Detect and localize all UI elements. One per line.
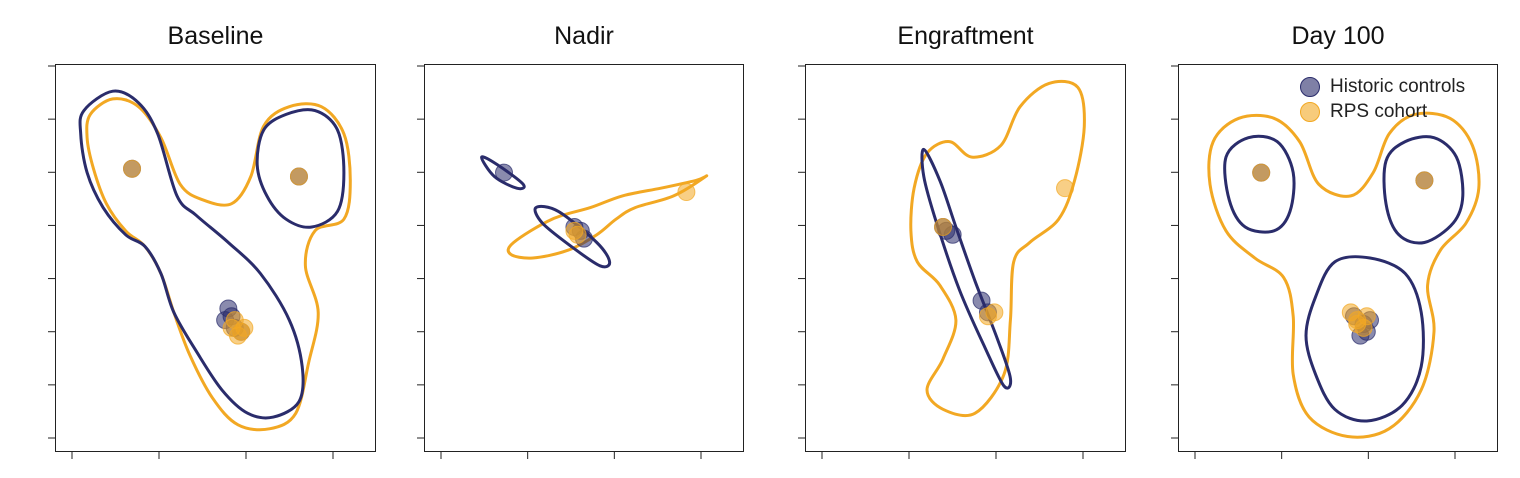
- rps-density-contour: [1207, 111, 1481, 439]
- legend-item-historic: Historic controls: [1300, 74, 1465, 99]
- rps-data-point: [677, 183, 696, 202]
- plot-frame: [805, 64, 1126, 452]
- legend-label-historic: Historic controls: [1330, 75, 1466, 97]
- historic-data-point: [495, 163, 513, 182]
- legend-swatch-rps: [1300, 101, 1320, 122]
- rps-density-contour: [85, 97, 352, 432]
- rps-data-point: [1415, 171, 1434, 190]
- legend-label-rps: RPS cohort: [1330, 100, 1428, 122]
- rps-density-contour: [909, 79, 1086, 418]
- chart-title-baseline: Baseline: [167, 22, 264, 50]
- rps-data-point: [1056, 179, 1075, 198]
- rps-data-point: [123, 159, 142, 178]
- rps-data-point: [225, 311, 244, 330]
- rps-density-contour: [506, 174, 709, 260]
- plot-area-nadir: [417, 64, 744, 459]
- historic-density-contour: [255, 108, 346, 229]
- chart-legend: Historic controls RPS cohort: [1300, 74, 1465, 124]
- historic-density-contour: [533, 204, 612, 269]
- historic-density-contour: [78, 89, 305, 420]
- rps-data-point: [568, 225, 587, 244]
- chart-title-nadir: Nadir: [554, 22, 614, 50]
- rps-data-point: [1348, 314, 1367, 333]
- plot-area-day-100: [1171, 64, 1498, 459]
- rps-data-point: [985, 303, 1004, 322]
- plot-area-baseline: [48, 64, 376, 459]
- chart-title-engraftment: Engraftment: [897, 22, 1034, 50]
- historic-density-contour: [1382, 135, 1465, 245]
- rps-data-point: [289, 167, 308, 186]
- legend-swatch-historic: [1300, 76, 1320, 97]
- historic-density-contour: [920, 147, 1013, 390]
- historic-density-contour: [480, 155, 526, 191]
- chart-title-day-100: Day 100: [1291, 22, 1385, 50]
- historic-density-contour: [1223, 134, 1296, 234]
- rps-data-point: [1252, 163, 1271, 182]
- historic-density-contour: [1304, 255, 1425, 423]
- plot-area-engraftment: [798, 64, 1126, 459]
- legend-item-rps: RPS cohort: [1300, 99, 1465, 124]
- rps-data-point: [228, 326, 247, 345]
- rps-data-point: [934, 217, 953, 236]
- plot-frame: [424, 64, 744, 452]
- plot-frame: [55, 64, 376, 452]
- plot-frame: [1178, 64, 1498, 452]
